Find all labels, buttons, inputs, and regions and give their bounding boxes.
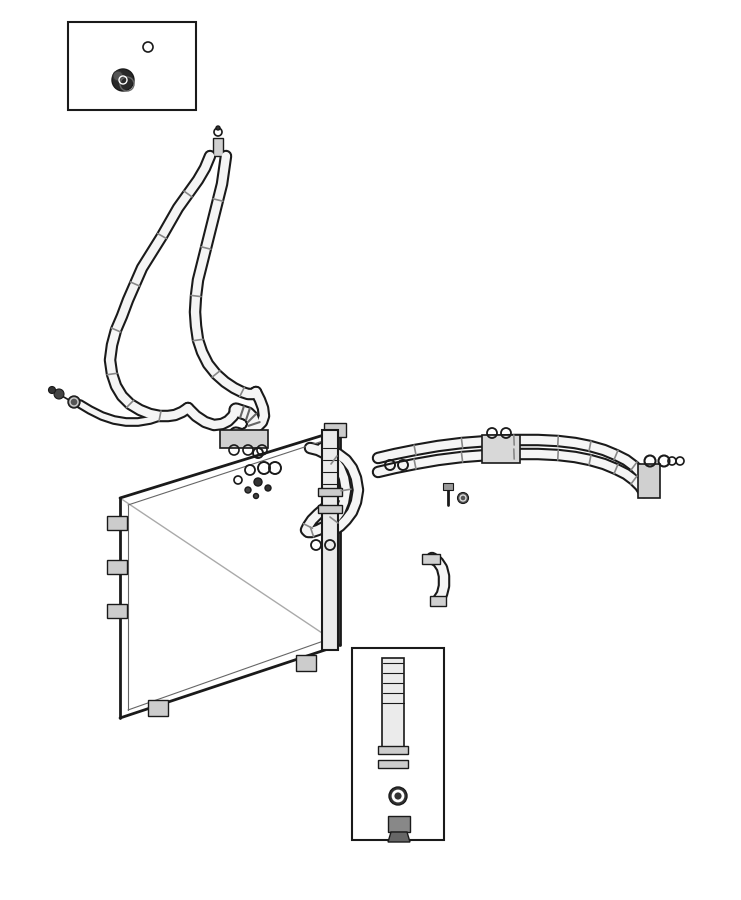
Bar bbox=[422, 554, 440, 564]
Bar bbox=[388, 816, 410, 832]
Bar bbox=[443, 483, 453, 490]
Bar bbox=[318, 505, 342, 513]
Circle shape bbox=[253, 493, 259, 499]
Bar bbox=[296, 655, 316, 671]
Bar bbox=[220, 430, 268, 448]
Circle shape bbox=[389, 787, 407, 805]
Bar bbox=[68, 22, 196, 110]
Circle shape bbox=[113, 71, 123, 81]
Bar bbox=[148, 700, 168, 716]
Bar bbox=[430, 596, 446, 606]
Circle shape bbox=[245, 487, 251, 493]
Circle shape bbox=[265, 485, 271, 491]
Bar bbox=[382, 658, 404, 753]
Bar bbox=[107, 604, 127, 618]
Polygon shape bbox=[388, 832, 410, 842]
Circle shape bbox=[254, 478, 262, 486]
Bar bbox=[352, 648, 444, 840]
Bar bbox=[318, 488, 342, 496]
Bar bbox=[322, 430, 338, 650]
Circle shape bbox=[216, 126, 220, 130]
Bar bbox=[638, 464, 660, 498]
Circle shape bbox=[68, 396, 80, 408]
Circle shape bbox=[112, 69, 134, 91]
Bar bbox=[107, 560, 127, 574]
Bar bbox=[324, 423, 346, 437]
Circle shape bbox=[48, 386, 56, 393]
Bar bbox=[482, 435, 520, 463]
Circle shape bbox=[457, 492, 468, 503]
Circle shape bbox=[54, 389, 64, 399]
Bar bbox=[378, 746, 408, 754]
Bar bbox=[213, 138, 223, 156]
Bar bbox=[378, 760, 408, 768]
Bar bbox=[107, 516, 127, 530]
